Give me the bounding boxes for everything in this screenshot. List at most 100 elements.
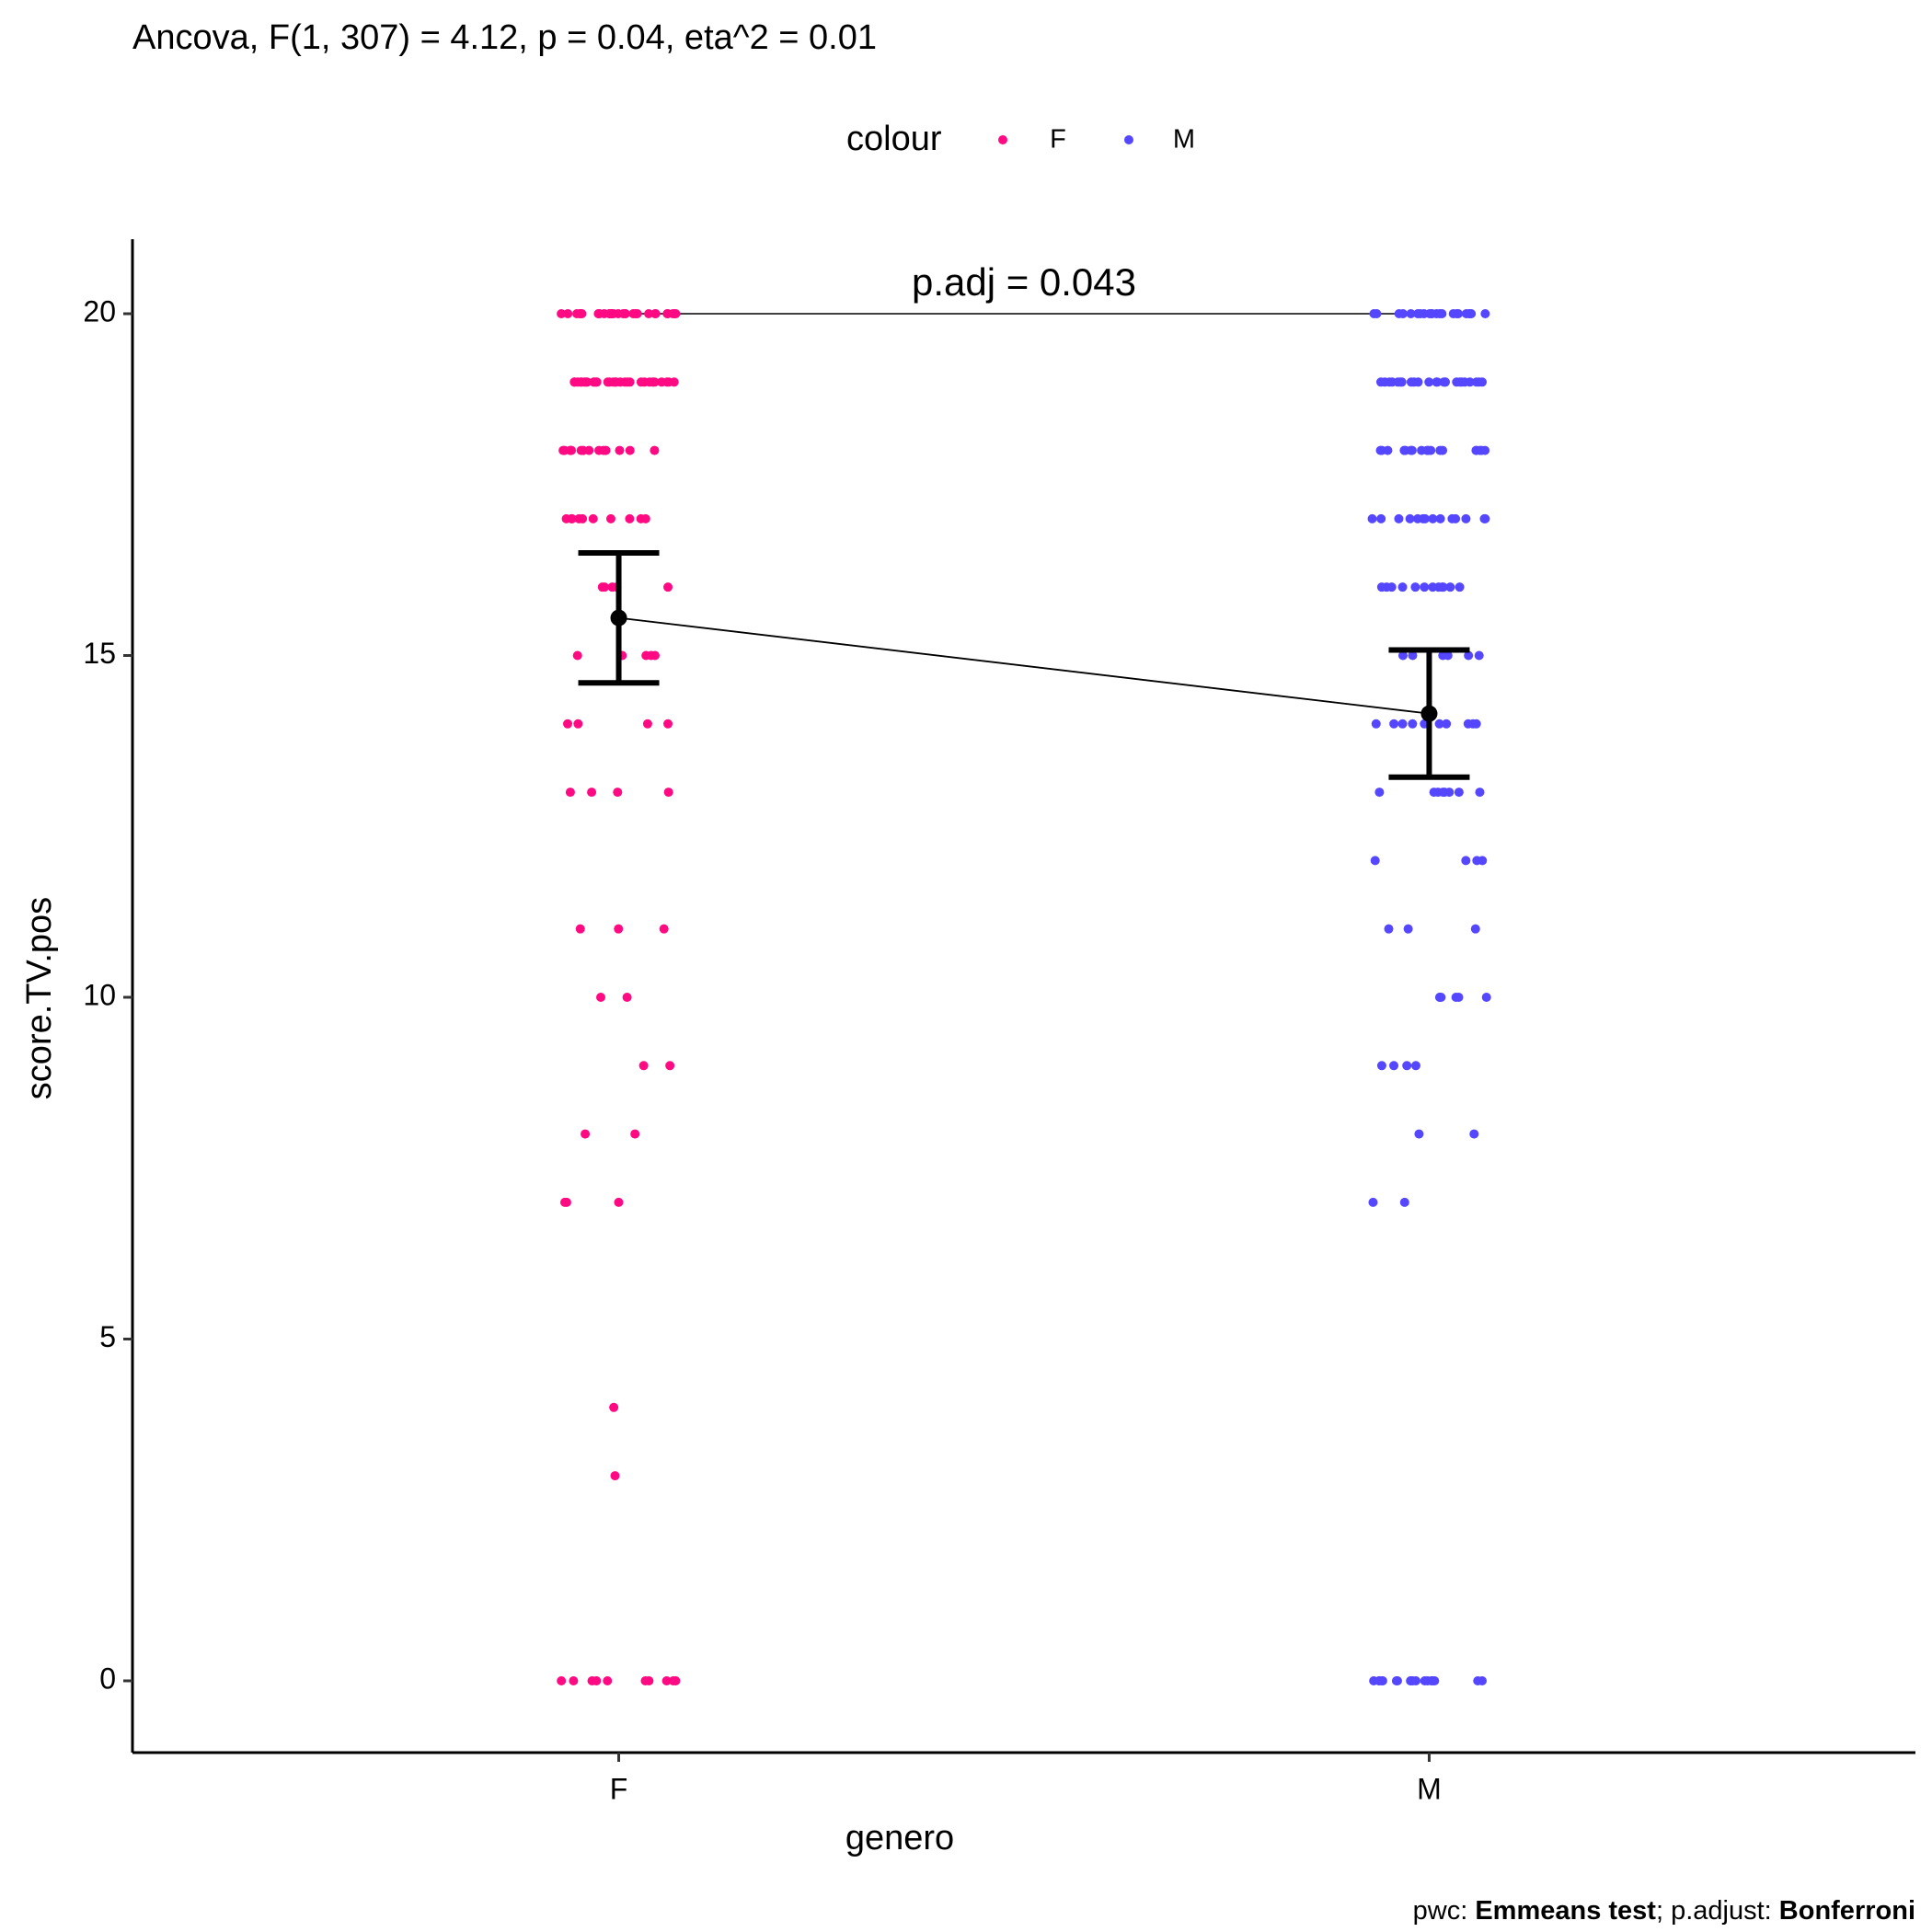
point [1414,1129,1424,1139]
y-tick-label: 10 [83,978,116,1011]
point [597,582,607,592]
legend-swatch [998,135,1007,144]
point [592,1675,602,1685]
point [650,445,660,455]
legend-swatch [1124,135,1133,144]
point [1469,1129,1479,1139]
point [650,377,660,387]
caption-text: pwc: [1413,1896,1476,1926]
point [657,377,667,387]
point [596,992,606,1002]
point [620,308,630,318]
x-axis-label: genero [845,1819,954,1857]
point [1374,788,1385,798]
mean-point [610,609,627,627]
point [663,719,673,729]
point [646,650,656,661]
point [567,513,577,523]
bracket-label: p.adj = 0.043 [912,260,1136,304]
point [607,582,617,592]
point [1434,719,1444,729]
point [1410,582,1420,592]
point [663,582,673,592]
point [1433,582,1443,592]
point [569,1675,579,1685]
point [663,788,673,798]
point [565,788,575,798]
point [1448,308,1458,318]
point [1403,924,1413,934]
legend-title: colour [846,120,942,158]
point [1394,308,1404,318]
point [1461,513,1471,523]
point [1455,582,1465,592]
point [1479,513,1489,523]
point [1432,377,1443,387]
point [1454,992,1464,1002]
point [1429,788,1439,798]
point [1435,445,1445,455]
point [573,719,583,729]
point [1370,856,1380,866]
point [1443,650,1453,661]
point [1406,308,1416,318]
point [1408,650,1418,661]
point [1435,513,1445,523]
caption: pwc: Emmeans test; p.adjust: Bonferroni [1413,1896,1915,1926]
point [632,308,642,318]
point [592,377,602,387]
caption-text: Emmeans test [1475,1896,1656,1926]
point [1413,377,1423,387]
point [1406,445,1416,455]
point [1437,308,1447,318]
point [1389,719,1399,729]
mean-line [618,616,1430,715]
point [604,308,615,318]
point [557,308,567,318]
point [668,1675,678,1685]
point [1399,445,1409,455]
point [630,1129,640,1139]
point [1376,1061,1386,1071]
point [1397,719,1408,729]
point [662,308,673,318]
point [1442,719,1452,729]
point [622,992,632,1002]
point [1454,788,1464,798]
mean-point [1420,705,1438,722]
point [575,308,585,318]
point [603,1675,613,1685]
point [1464,650,1474,661]
y-axis-label: score.TV.pos [20,897,59,1099]
point [613,308,623,318]
point [1397,650,1408,661]
point [557,1675,567,1685]
point [1420,513,1430,523]
point [563,719,573,729]
point [605,513,615,523]
point [594,308,604,318]
point [1410,1675,1420,1685]
point [1434,992,1444,1002]
point [1402,1061,1412,1071]
point [1438,788,1448,798]
point [599,445,609,455]
x-tick-label: M [1417,1772,1442,1805]
point [670,308,680,318]
point [1474,650,1484,661]
point [1471,719,1481,729]
point [1461,856,1471,866]
point [1428,513,1438,523]
point [1367,513,1377,523]
point [620,377,630,387]
point [1452,377,1462,387]
point [1473,1675,1483,1685]
point [1386,582,1397,592]
point [640,1675,650,1685]
point [614,924,624,934]
point [1371,719,1381,729]
caption-text: ; p.adjust: [1656,1896,1779,1926]
point [625,513,635,523]
point [1470,924,1480,934]
